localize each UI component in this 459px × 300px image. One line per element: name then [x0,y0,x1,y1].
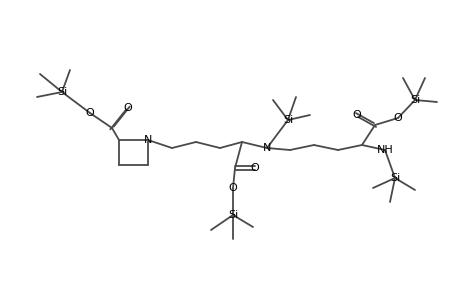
Text: O: O [393,113,402,123]
Text: Si: Si [282,115,292,125]
Text: N: N [144,135,152,145]
Text: N: N [262,143,271,153]
Text: O: O [123,103,132,113]
Text: O: O [250,163,259,173]
Text: Si: Si [57,87,67,97]
Text: Si: Si [409,95,419,105]
Text: Si: Si [227,210,238,220]
Text: O: O [228,183,237,193]
Text: NH: NH [376,145,392,155]
Text: O: O [352,110,361,120]
Text: O: O [85,108,94,118]
Text: Si: Si [389,173,399,183]
